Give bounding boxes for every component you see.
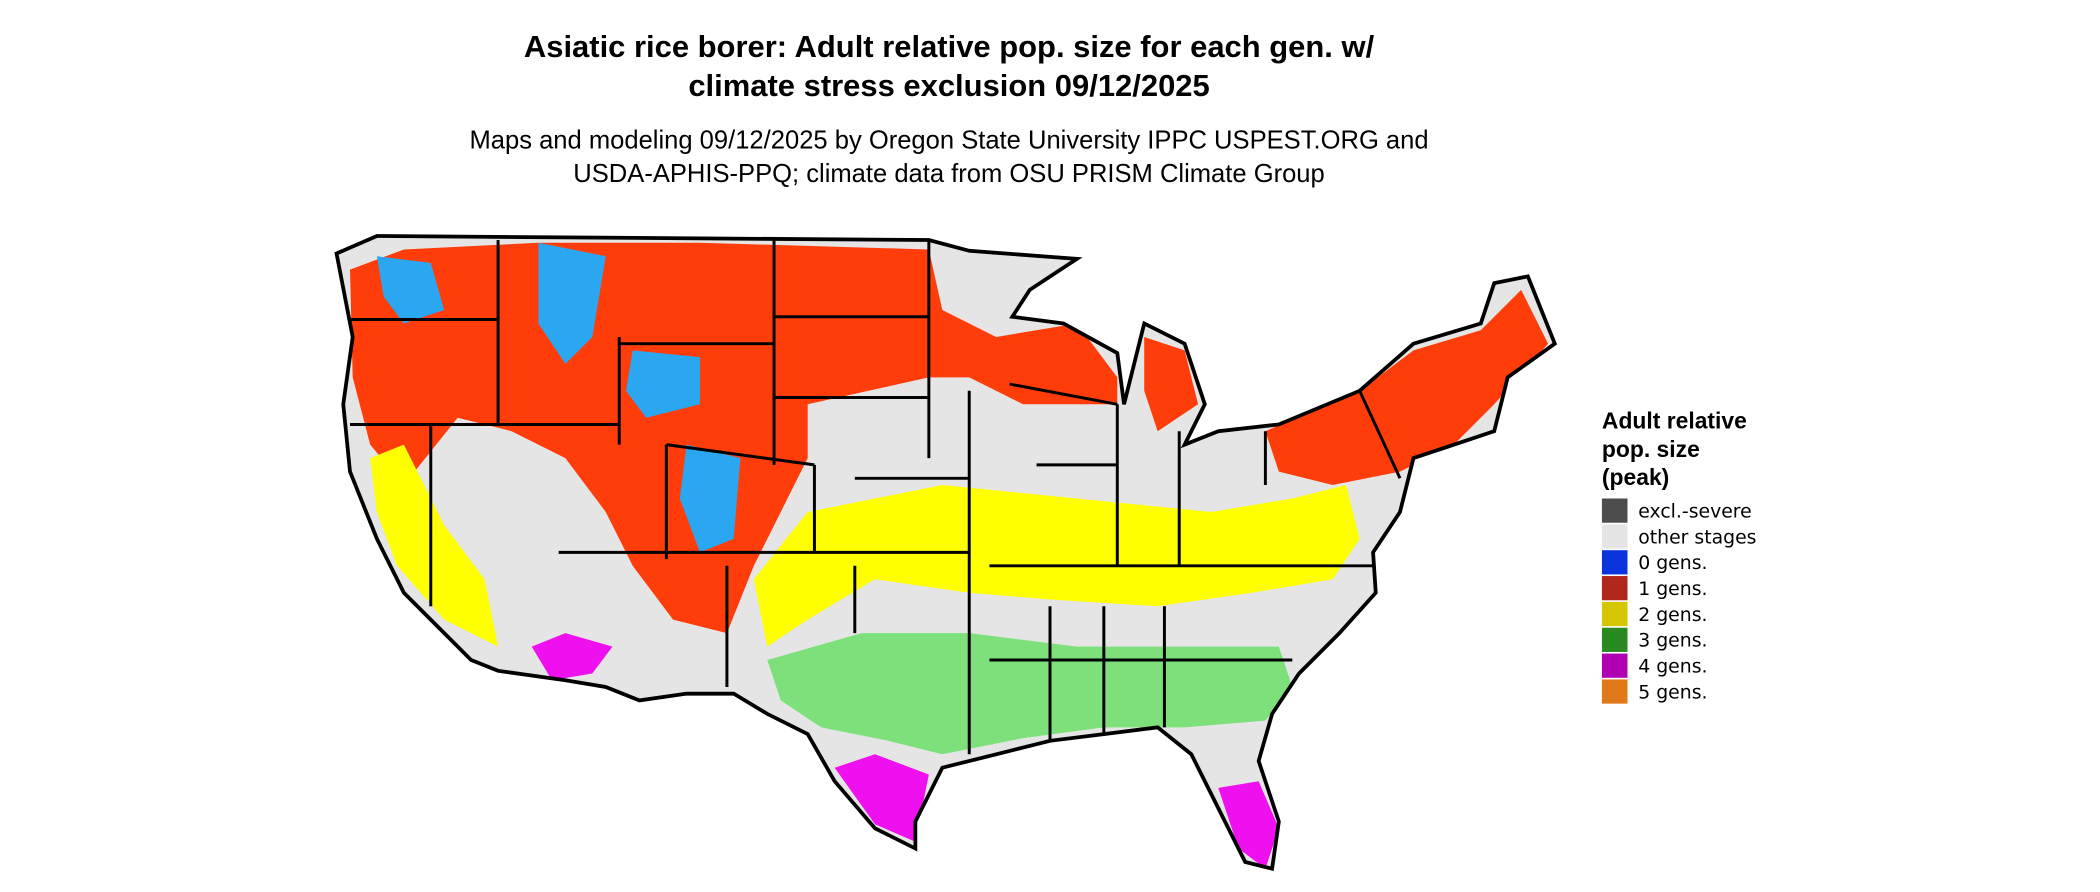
legend-title-line: (peak) [1602, 464, 1669, 490]
legend-label: 1 gens. [1638, 579, 1707, 600]
legend-swatch [1601, 679, 1628, 704]
legend-title-line: pop. size [1602, 436, 1700, 462]
legend-label: 5 gens. [1638, 682, 1707, 703]
legend-label: 2 gens. [1638, 605, 1707, 626]
legend-swatch [1601, 576, 1628, 601]
legend-swatch [1601, 550, 1628, 575]
subtitle-line: Maps and modeling 09/12/2025 by Oregon S… [469, 127, 1428, 155]
legend-label: 0 gens. [1638, 553, 1707, 574]
zones [350, 242, 1549, 869]
legend: Adult relative pop. size (peak) excl.-se… [1601, 408, 1756, 704]
legend-swatch [1601, 627, 1628, 652]
zone-3-gen [767, 633, 1293, 755]
zone-4-gen [531, 633, 1279, 869]
legend-label: other stages [1638, 527, 1756, 548]
state-borders [343, 240, 1402, 755]
legend-label: 4 gens. [1638, 657, 1707, 678]
legend-swatch [1601, 601, 1628, 627]
subtitle-line: USDA-APHIS-PPQ; climate data from OSU PR… [573, 160, 1324, 188]
zone-2-gen [370, 444, 1360, 647]
legend-label: 3 gens. [1638, 631, 1707, 652]
zone-1-gen [1144, 289, 1549, 486]
legend-label: excl.-severe [1638, 501, 1751, 522]
zone-0-gen [376, 242, 741, 553]
title-line: climate stress exclusion 09/12/2025 [688, 68, 1209, 103]
legend-swatch [1601, 653, 1628, 678]
legend-swatch [1601, 498, 1628, 523]
legend-swatch [1601, 524, 1628, 549]
title-line: Asiatic rice borer: Adult relative pop. … [524, 29, 1375, 64]
map [334, 234, 1557, 871]
zone-1-gen [350, 242, 1118, 634]
legend-title-line: Adult relative [1602, 408, 1747, 434]
